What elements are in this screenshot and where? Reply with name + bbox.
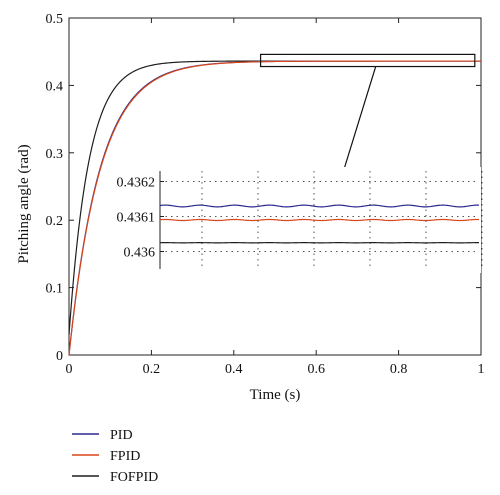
x-tick-label: 0.8 (390, 362, 408, 377)
x-tick-label: 1 (478, 362, 485, 377)
y-tick-label: 0.2 (46, 214, 64, 229)
x-axis-label: Time (s) (250, 387, 301, 403)
inset-series-line-pid (159, 204, 480, 208)
legend-label-fpid: FPID (110, 449, 140, 464)
series-line-fpid (68, 60, 481, 356)
zoom-arrow-line (338, 66, 377, 187)
legend: PID FPID FOFPID (72, 428, 158, 485)
y-tick-label: 0 (56, 349, 63, 364)
y-axis-label: Pitching angle (rad) (16, 144, 32, 263)
y-tick-label: 0.3 (46, 147, 64, 162)
zoom-box (259, 53, 476, 68)
main-plot: 0 0.2 0.4 0.6 0.8 1 0 0.1 0.2 0.3 0.4 0.5 (46, 12, 485, 377)
inset-plot: 0.436 0.4361 0.4362 (112, 167, 483, 273)
x-tick-label: 0.4 (225, 362, 243, 377)
legend-label-pid: PID (110, 428, 133, 443)
y-tick-label: 0.1 (46, 282, 64, 297)
axis-labels: Time (s) Pitching angle (rad) (16, 144, 300, 403)
y-tick-label: 0.4 (46, 79, 64, 94)
x-tick-label: 0.2 (143, 362, 161, 377)
inset-y-tick-label: 0.4361 (117, 211, 156, 226)
inset-y-tick-label: 0.436 (124, 246, 156, 261)
inset-series-line-fpid (159, 218, 480, 222)
legend-label-fofpid: FOFPID (110, 470, 158, 485)
zoom-marker (259, 53, 476, 188)
y-tick-label: 0.5 (46, 12, 64, 27)
x-tick-label: 0.6 (307, 362, 325, 377)
x-tick-label: 0 (66, 362, 73, 377)
inset-y-tick-label: 0.4362 (117, 176, 156, 191)
